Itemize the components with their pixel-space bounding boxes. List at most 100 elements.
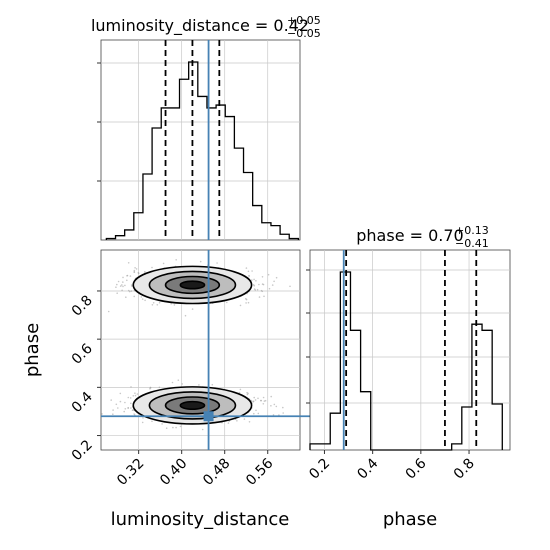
sample-point xyxy=(116,292,118,295)
y-axis-label-phase: phase xyxy=(22,323,43,377)
hist-phase-bars xyxy=(306,250,510,451)
sample-point xyxy=(156,304,159,306)
sample-point xyxy=(162,262,165,265)
sample-point xyxy=(141,421,144,424)
sample-point xyxy=(126,275,128,277)
sample-point xyxy=(262,283,265,286)
sample-point xyxy=(245,297,247,300)
sample-point xyxy=(261,290,264,293)
hist-ld-minus: −0.05 xyxy=(287,27,321,40)
sample-point xyxy=(130,290,133,292)
sample-point xyxy=(129,397,132,399)
sample-point xyxy=(138,272,140,275)
x-tick-label-ld: 0.56 xyxy=(243,455,276,488)
sample-point xyxy=(132,409,134,412)
sample-point xyxy=(184,314,187,317)
sample-point xyxy=(248,421,251,423)
sample-point xyxy=(140,296,143,298)
hist-ld-plus: +0.05 xyxy=(287,14,321,27)
sample-point xyxy=(255,409,257,412)
sample-point xyxy=(273,403,276,406)
sample-point xyxy=(282,406,284,409)
sample-point xyxy=(151,266,153,269)
sample-point xyxy=(211,383,214,386)
sample-point xyxy=(101,413,103,415)
hist-ld-bars xyxy=(97,40,300,240)
sample-point xyxy=(191,308,194,310)
sample-point xyxy=(134,267,136,269)
sample-point xyxy=(119,392,122,395)
sample-point xyxy=(177,379,180,382)
sample-point xyxy=(171,381,174,384)
y-tick-label-phase: 0.4 xyxy=(69,389,96,416)
sample-point xyxy=(236,420,238,422)
sample-point xyxy=(158,386,161,389)
sample-point xyxy=(227,422,230,424)
sample-point xyxy=(239,304,242,307)
sample-point xyxy=(255,280,257,282)
sample-point xyxy=(127,407,129,409)
sample-point xyxy=(129,275,132,277)
truth-marker xyxy=(203,411,214,422)
sample-point xyxy=(165,427,168,430)
sample-point xyxy=(134,392,136,395)
hist-phase-title: phase = 0.70 xyxy=(356,226,463,245)
sample-point xyxy=(128,290,131,293)
sample-point xyxy=(257,412,260,415)
sample-point xyxy=(130,402,132,405)
sample-point xyxy=(270,405,272,407)
sample-point xyxy=(260,399,262,402)
sample-point xyxy=(251,279,253,281)
sample-point xyxy=(272,414,275,416)
sample-point xyxy=(127,396,130,399)
x-axis-label-ld: luminosity_distance xyxy=(111,509,290,530)
sample-point xyxy=(172,426,174,429)
sample-point xyxy=(141,298,144,300)
sample-point xyxy=(170,302,172,305)
sample-point xyxy=(270,395,273,398)
sample-point xyxy=(134,394,137,397)
x-tick-label-ld: 0.32 xyxy=(114,456,147,489)
hist-phase-minus: −0.41 xyxy=(455,237,489,250)
sample-point xyxy=(122,281,124,283)
scatter-content xyxy=(101,250,510,450)
sample-point xyxy=(252,400,255,403)
sample-point xyxy=(119,285,122,287)
sample-point xyxy=(175,426,177,429)
sample-point xyxy=(256,288,259,291)
sample-point xyxy=(151,304,154,306)
scatter-ld-phase xyxy=(100,249,510,451)
sample-point xyxy=(121,289,123,292)
sample-point xyxy=(110,399,112,401)
sample-point xyxy=(133,295,135,298)
sample-point xyxy=(149,386,152,389)
sample-point xyxy=(262,396,265,399)
sample-point xyxy=(239,388,242,391)
sample-point xyxy=(112,409,114,411)
sample-point xyxy=(117,280,120,283)
sample-point xyxy=(122,285,124,288)
sample-point xyxy=(253,278,255,281)
x-tick-label-phase: 0.4 xyxy=(354,455,381,482)
sample-point xyxy=(144,299,146,302)
sample-point xyxy=(122,276,124,279)
y-tick-label-phase: 0.6 xyxy=(69,341,96,368)
sample-point xyxy=(130,284,133,286)
sample-point xyxy=(258,296,261,298)
sample-point xyxy=(199,260,202,263)
x-axis-label-phase: phase xyxy=(383,509,437,530)
sample-point xyxy=(246,393,249,396)
sample-point xyxy=(253,396,255,399)
hist-phase-plus: +0.13 xyxy=(455,224,489,237)
sample-point xyxy=(115,403,118,406)
sample-point xyxy=(253,412,255,415)
hist-phase: phase = 0.70 +0.13 −0.41 xyxy=(306,224,511,451)
sample-point xyxy=(173,304,176,306)
sample-point xyxy=(289,285,291,288)
sample-point xyxy=(119,400,122,403)
sample-point xyxy=(161,423,163,425)
sample-point xyxy=(127,262,130,264)
sample-point xyxy=(151,420,153,423)
y-tick-label-phase: 0.8 xyxy=(69,292,96,319)
